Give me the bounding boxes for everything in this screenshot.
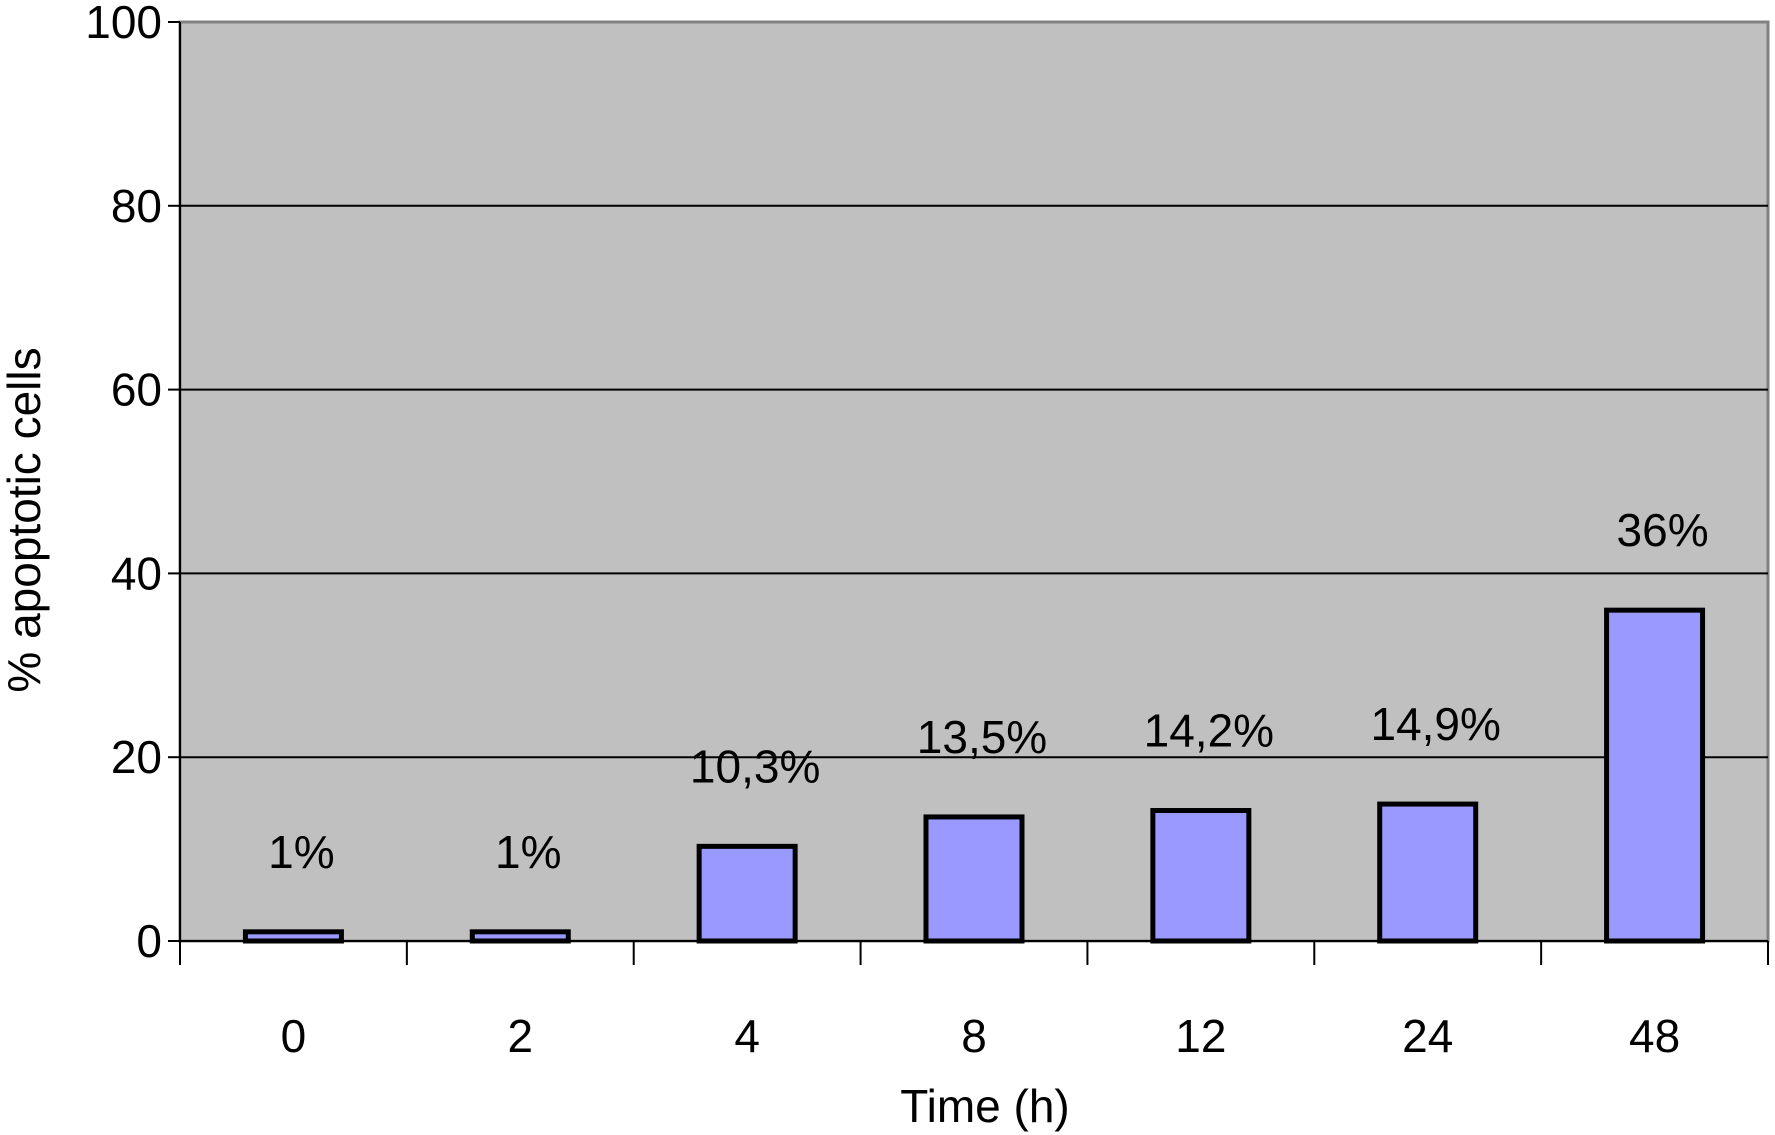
y-tick-label: 60 — [111, 364, 162, 416]
data-label: 1% — [268, 826, 334, 878]
x-tick-label: 0 — [281, 1010, 307, 1062]
data-labels: 1% 1% 10,3% 13,5% 14,2% 14,9% 36% — [268, 504, 1708, 878]
y-tick-label: 20 — [111, 731, 162, 783]
x-tick-label: 24 — [1402, 1010, 1453, 1062]
x-tick-label: 48 — [1629, 1010, 1680, 1062]
x-tick-label: 8 — [961, 1010, 987, 1062]
x-axis-title: Time (h) — [900, 1080, 1070, 1132]
bar — [923, 814, 1025, 944]
y-tick-label: 40 — [111, 547, 162, 599]
bar — [696, 843, 798, 944]
bar — [469, 929, 571, 944]
plot-area — [178, 20, 1770, 943]
data-label: 1% — [495, 826, 561, 878]
bar — [1377, 801, 1479, 944]
bar — [1604, 607, 1706, 944]
data-label: 36% — [1617, 504, 1709, 556]
data-label: 14,9% — [1370, 698, 1500, 750]
bar — [242, 929, 344, 944]
x-tick-label: 2 — [507, 1010, 533, 1062]
y-tick-label: 100 — [85, 0, 162, 48]
y-axis-title: % apoptotic cells — [0, 347, 50, 692]
y-tick-label: 0 — [136, 915, 162, 967]
y-tick-label: 80 — [111, 180, 162, 232]
bars — [242, 607, 1706, 944]
data-label: 14,2% — [1144, 705, 1274, 757]
bar — [1150, 808, 1252, 944]
x-tick-label: 4 — [734, 1010, 760, 1062]
data-label: 10,3% — [690, 740, 820, 792]
data-label: 13,5% — [917, 711, 1047, 763]
x-tick-label: 12 — [1175, 1010, 1226, 1062]
gridlines — [180, 204, 1768, 759]
